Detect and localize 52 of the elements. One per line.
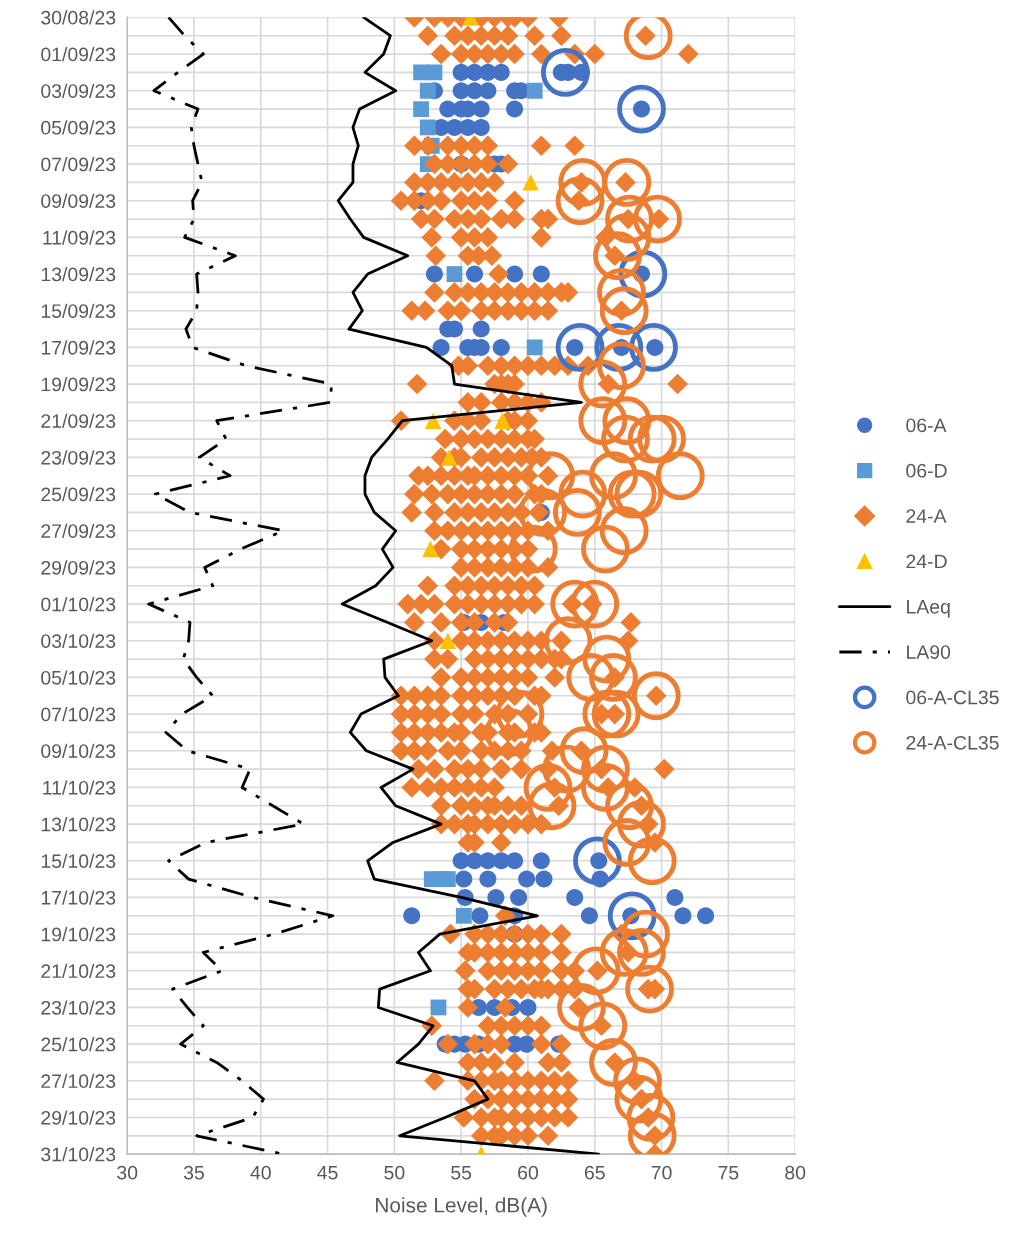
- y-tick-label: 11/10/23: [43, 780, 116, 795]
- y-tick-label: 25/10/23: [41, 1037, 116, 1052]
- legend-label: LAeq: [907, 600, 950, 618]
- y-tick-label: 21/09/23: [41, 413, 116, 428]
- y-tick-label: 11/09/23: [43, 230, 116, 245]
- y-tick-label: 27/10/23: [41, 1073, 116, 1089]
- y-tick-label: 17/09/23: [41, 340, 116, 355]
- y-tick-label: 03/09/23: [41, 83, 116, 98]
- x-tick-label: 45: [317, 1165, 338, 1180]
- y-tick-label: 30/08/23: [41, 10, 116, 25]
- y-tick-label: 01/09/23: [41, 47, 116, 62]
- x-tick-label: 75: [718, 1165, 739, 1180]
- legend-label: LA90: [907, 645, 951, 659]
- x-tick-label: 30: [117, 1165, 138, 1180]
- x-tick-label: 65: [584, 1165, 605, 1180]
- legend-label: 06-A: [906, 418, 947, 433]
- y-tick-label: 21/10/23: [41, 963, 116, 979]
- y-tick-label: 03/10/23: [41, 633, 116, 648]
- y-tick-label: 13/10/23: [41, 817, 116, 832]
- x-tick-label: 35: [183, 1165, 204, 1180]
- y-tick-label: 29/09/23: [41, 560, 116, 575]
- y-tick-label: 09/10/23: [41, 743, 116, 758]
- y-tick-label: 27/09/23: [41, 523, 116, 538]
- legend-label: 24-A: [906, 509, 947, 523]
- x-tick-label: 40: [250, 1165, 271, 1180]
- legend-label: 06-D: [906, 463, 947, 478]
- x-tick-label: 50: [384, 1165, 405, 1180]
- x-axis-title: Noise Level, dB(A): [376, 1197, 547, 1217]
- y-tick-label: 23/09/23: [41, 450, 116, 465]
- x-tick-label: 60: [518, 1165, 539, 1180]
- y-tick-label: 31/10/23: [41, 1147, 116, 1162]
- y-tick-label: 01/10/23: [41, 597, 116, 612]
- y-tick-label: 05/09/23: [41, 120, 116, 135]
- y-tick-label: 15/09/23: [41, 303, 116, 318]
- x-tick-label: 70: [651, 1165, 672, 1180]
- y-tick-label: 23/10/23: [41, 1000, 116, 1015]
- y-tick-label: 25/09/23: [41, 487, 116, 502]
- y-tick-label: 15/10/23: [41, 853, 116, 869]
- y-tick-label: 09/09/23: [41, 193, 116, 208]
- legend-label: 06-A-CL35: [906, 690, 999, 705]
- y-tick-label: 29/10/23: [41, 1110, 116, 1125]
- y-tick-label: 19/10/23: [41, 927, 116, 942]
- x-tick-label: 80: [785, 1165, 806, 1180]
- y-tick-label: 07/09/23: [41, 157, 116, 172]
- legend-label: 24-A-CL35: [906, 735, 999, 750]
- x-tick-label: 55: [451, 1165, 472, 1180]
- legend-label: 24-D: [906, 554, 947, 569]
- y-tick-label: 19/09/23: [41, 377, 116, 392]
- y-tick-label: 17/10/23: [41, 890, 116, 905]
- y-tick-label: 13/09/23: [41, 267, 116, 282]
- y-tick-label: 05/10/23: [41, 670, 116, 685]
- y-tick-label: 07/10/23: [41, 707, 116, 722]
